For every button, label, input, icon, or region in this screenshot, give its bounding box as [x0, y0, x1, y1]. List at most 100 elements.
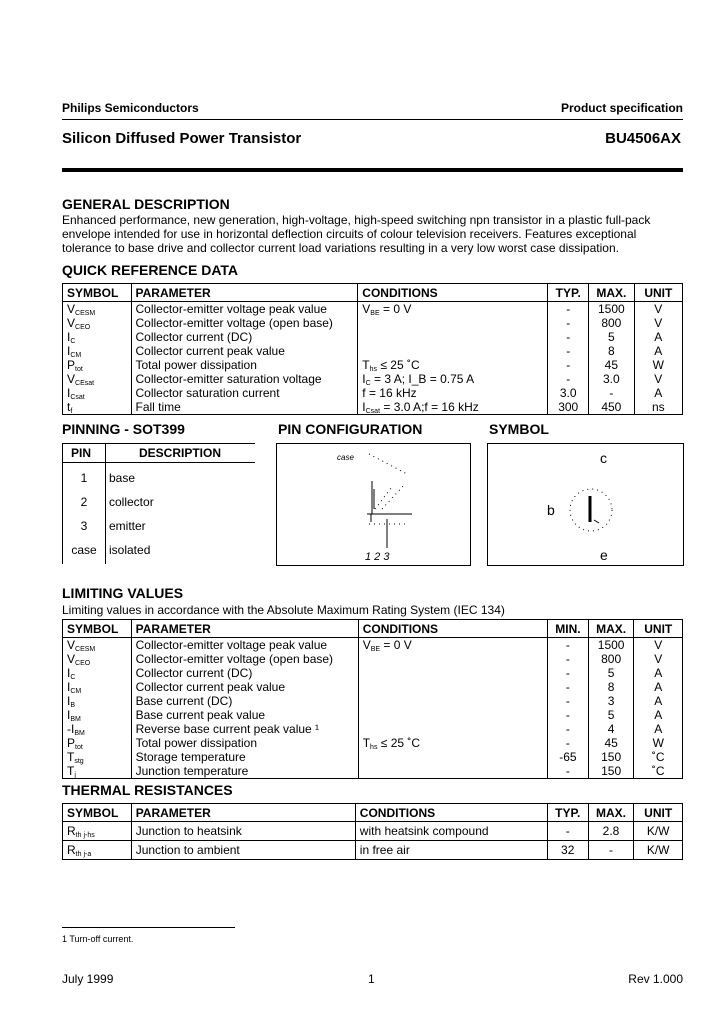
symbol-cell: Rth j-a [62, 840, 132, 860]
pin-number: 3 [80, 519, 88, 533]
unit: A [633, 680, 683, 694]
table-row: Rth j-hs Junction to heatsink with heatsin… [62, 821, 683, 841]
conditions-subscript: BE [370, 310, 380, 317]
table-row: Ptot Total power dissipation Ths ≤ 25 ˚C -4… [62, 736, 683, 751]
conditions-rest: = 3.0 A;f = 16 kHz [380, 400, 479, 414]
unit: V [633, 637, 683, 652]
typ-value: - [547, 372, 589, 386]
symbol-cell: ICM [62, 680, 132, 695]
unit: W [633, 358, 683, 372]
min-value: - [547, 764, 589, 779]
part-number: BU4506AX [605, 130, 681, 147]
typ-value: - [547, 330, 589, 344]
symbol: I [67, 386, 71, 400]
pin-description: emitter [109, 519, 146, 533]
pinning-heading: PINNING - SOT399 [62, 421, 185, 437]
symbol: I [67, 680, 71, 694]
typ-value: 3.0 [547, 386, 589, 400]
col-description: DESCRIPTION [139, 446, 222, 460]
conditions-cell [357, 722, 548, 736]
table-row: VCEsat Collector-emitter saturation volta… [62, 372, 683, 387]
typ-value: 300 [547, 400, 589, 415]
conditions: V [362, 302, 371, 316]
max-value: - [588, 386, 635, 400]
table-row: VCESM Collector-emitter voltage peak valu… [62, 301, 683, 317]
limiting-intro: Limiting values in accordance with the A… [62, 603, 505, 617]
column-header: MAX. [587, 619, 634, 638]
min-value: - [547, 722, 589, 736]
symbol-cell: Tstg [62, 750, 132, 765]
conditions-cell [357, 708, 548, 722]
table-row: VCESM Collector-emitter voltage peak valu… [62, 637, 683, 653]
symbol-cell: VCESM [62, 637, 132, 653]
parameter: Collector-emitter voltage (open base) [130, 316, 358, 330]
symbol-cell: VCEO [62, 652, 132, 667]
symbol: V [67, 638, 76, 652]
table-row: ICM Collector current peak value -8 A [62, 680, 683, 695]
symbol: V [67, 316, 76, 330]
table-row: IC Collector current (DC) -5 A [62, 330, 683, 345]
symbol-subscript: CEO [75, 660, 91, 667]
parameter: Collector current (DC) [130, 666, 359, 680]
conditions-rest: ≤ 25 ˚C [377, 358, 420, 372]
revision: Rev 1.000 [628, 972, 683, 986]
conditions-cell [357, 694, 548, 708]
unit: A [633, 330, 683, 344]
unit: A [633, 386, 683, 400]
symbol-cell: IC [62, 330, 131, 345]
symbol-subscript: tot [75, 366, 83, 373]
min-value: - [547, 652, 589, 666]
parameter: Junction to ambient [130, 840, 356, 860]
symbol: I [67, 694, 71, 708]
unit: V [633, 652, 683, 666]
max-value: 4 [587, 722, 634, 736]
min-value: - [547, 637, 589, 652]
symbol-cell: -IBM [62, 722, 132, 737]
desc-line: tolerance to base drive and collector cu… [62, 241, 619, 255]
unit: ˚C [633, 764, 683, 779]
symbol-subscript: BM [70, 716, 81, 723]
parameter: Collector-emitter voltage (open base) [130, 652, 359, 666]
symbol-cell: VCEO [62, 316, 131, 331]
unit: ns [633, 400, 683, 415]
conditions: I [362, 372, 366, 386]
symbol-subscript: CM [70, 352, 82, 359]
column-header: SYMBOL [62, 619, 132, 638]
conditions-cell [357, 330, 548, 344]
desc-line: Enhanced performance, new generation, hi… [62, 213, 651, 227]
column-header: CONDITIONS [357, 619, 548, 638]
typ-value: 32 [546, 840, 589, 860]
symbol-subscript: stg [74, 758, 84, 765]
divider [62, 119, 683, 120]
conditions-cell: f = 16 kHz [357, 386, 548, 400]
symbol: T [67, 764, 75, 778]
max-value: 150 [587, 764, 634, 779]
parameter: Total power dissipation [130, 358, 358, 372]
symbol-subscript: CESM [75, 310, 96, 317]
footer-date: July 1999 [62, 972, 114, 986]
conditions: T [362, 358, 370, 372]
unit: W [633, 736, 683, 750]
package-outline-drawing: case 1 2 3 [337, 453, 412, 563]
quick-ref-table: SYMBOL PARAMETER CONDITIONS TYP. MAX. UNIT VCE… [62, 283, 683, 415]
conditions-cell [357, 680, 548, 694]
symbol-subscript: B [70, 702, 76, 709]
max-value: 800 [587, 652, 634, 666]
table-row: VCEO Collector-emitter voltage (open base… [62, 652, 683, 667]
max-value: 800 [588, 316, 635, 330]
table-row: tf Fall time ICsat = 3.0 A;f = 16 kHz 300 45… [62, 400, 683, 415]
symbol-subscript: j [74, 772, 76, 779]
conditions-cell: IC = 3 A; I_B = 0.75 A [357, 372, 548, 387]
parameter: Collector current peak value [130, 344, 358, 358]
base-label: b [547, 502, 555, 518]
unit: A [633, 708, 683, 722]
max-value: 3.0 [588, 372, 635, 386]
table-row: Ptot Total power dissipation Ths ≤ 25 ˚C -4… [62, 358, 683, 373]
symbol-cell: IC [62, 666, 132, 681]
pin-config-diagram: case 1 2 3 [276, 443, 471, 566]
typ-value: - [547, 316, 589, 330]
column-header: CONDITIONS [357, 283, 548, 302]
unit: A [633, 694, 683, 708]
